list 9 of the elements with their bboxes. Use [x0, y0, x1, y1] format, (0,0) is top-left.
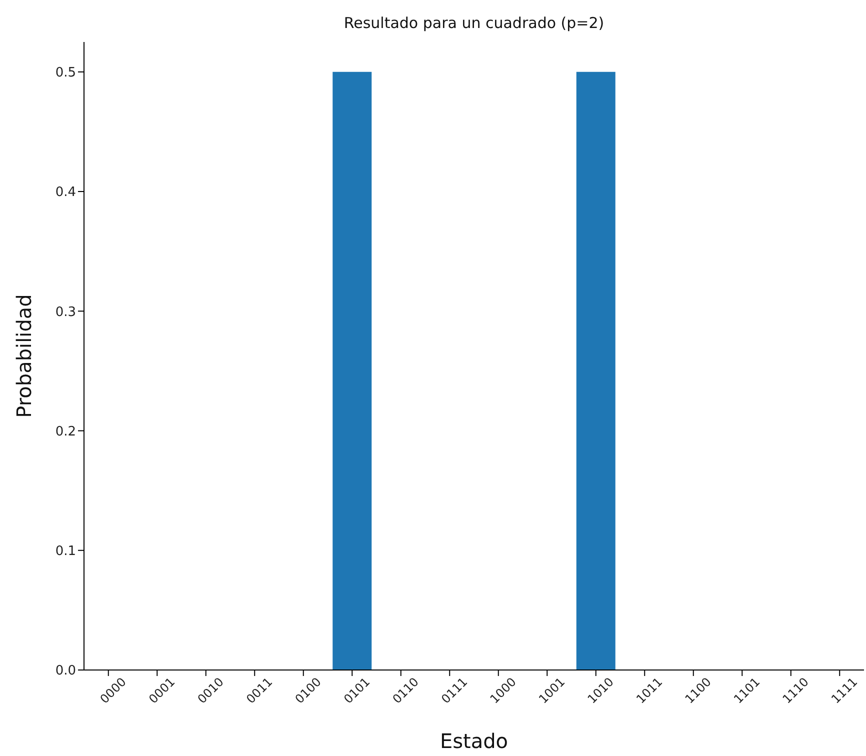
chart-title: Resultado para un cuadrado (p=2): [342, 14, 606, 32]
y-tick-label: 0.4: [55, 185, 76, 200]
y-tick-label: 0.3: [55, 304, 76, 320]
y-tick-label: 0.1: [55, 544, 76, 559]
y-tick-label: 0.2: [55, 424, 76, 440]
x-axis-title: Estado: [440, 729, 508, 753]
y-tick-label: 0.5: [55, 66, 76, 81]
y-axis-title: Probabilidad: [12, 294, 36, 418]
y-tick-label: 0.0: [55, 664, 76, 679]
